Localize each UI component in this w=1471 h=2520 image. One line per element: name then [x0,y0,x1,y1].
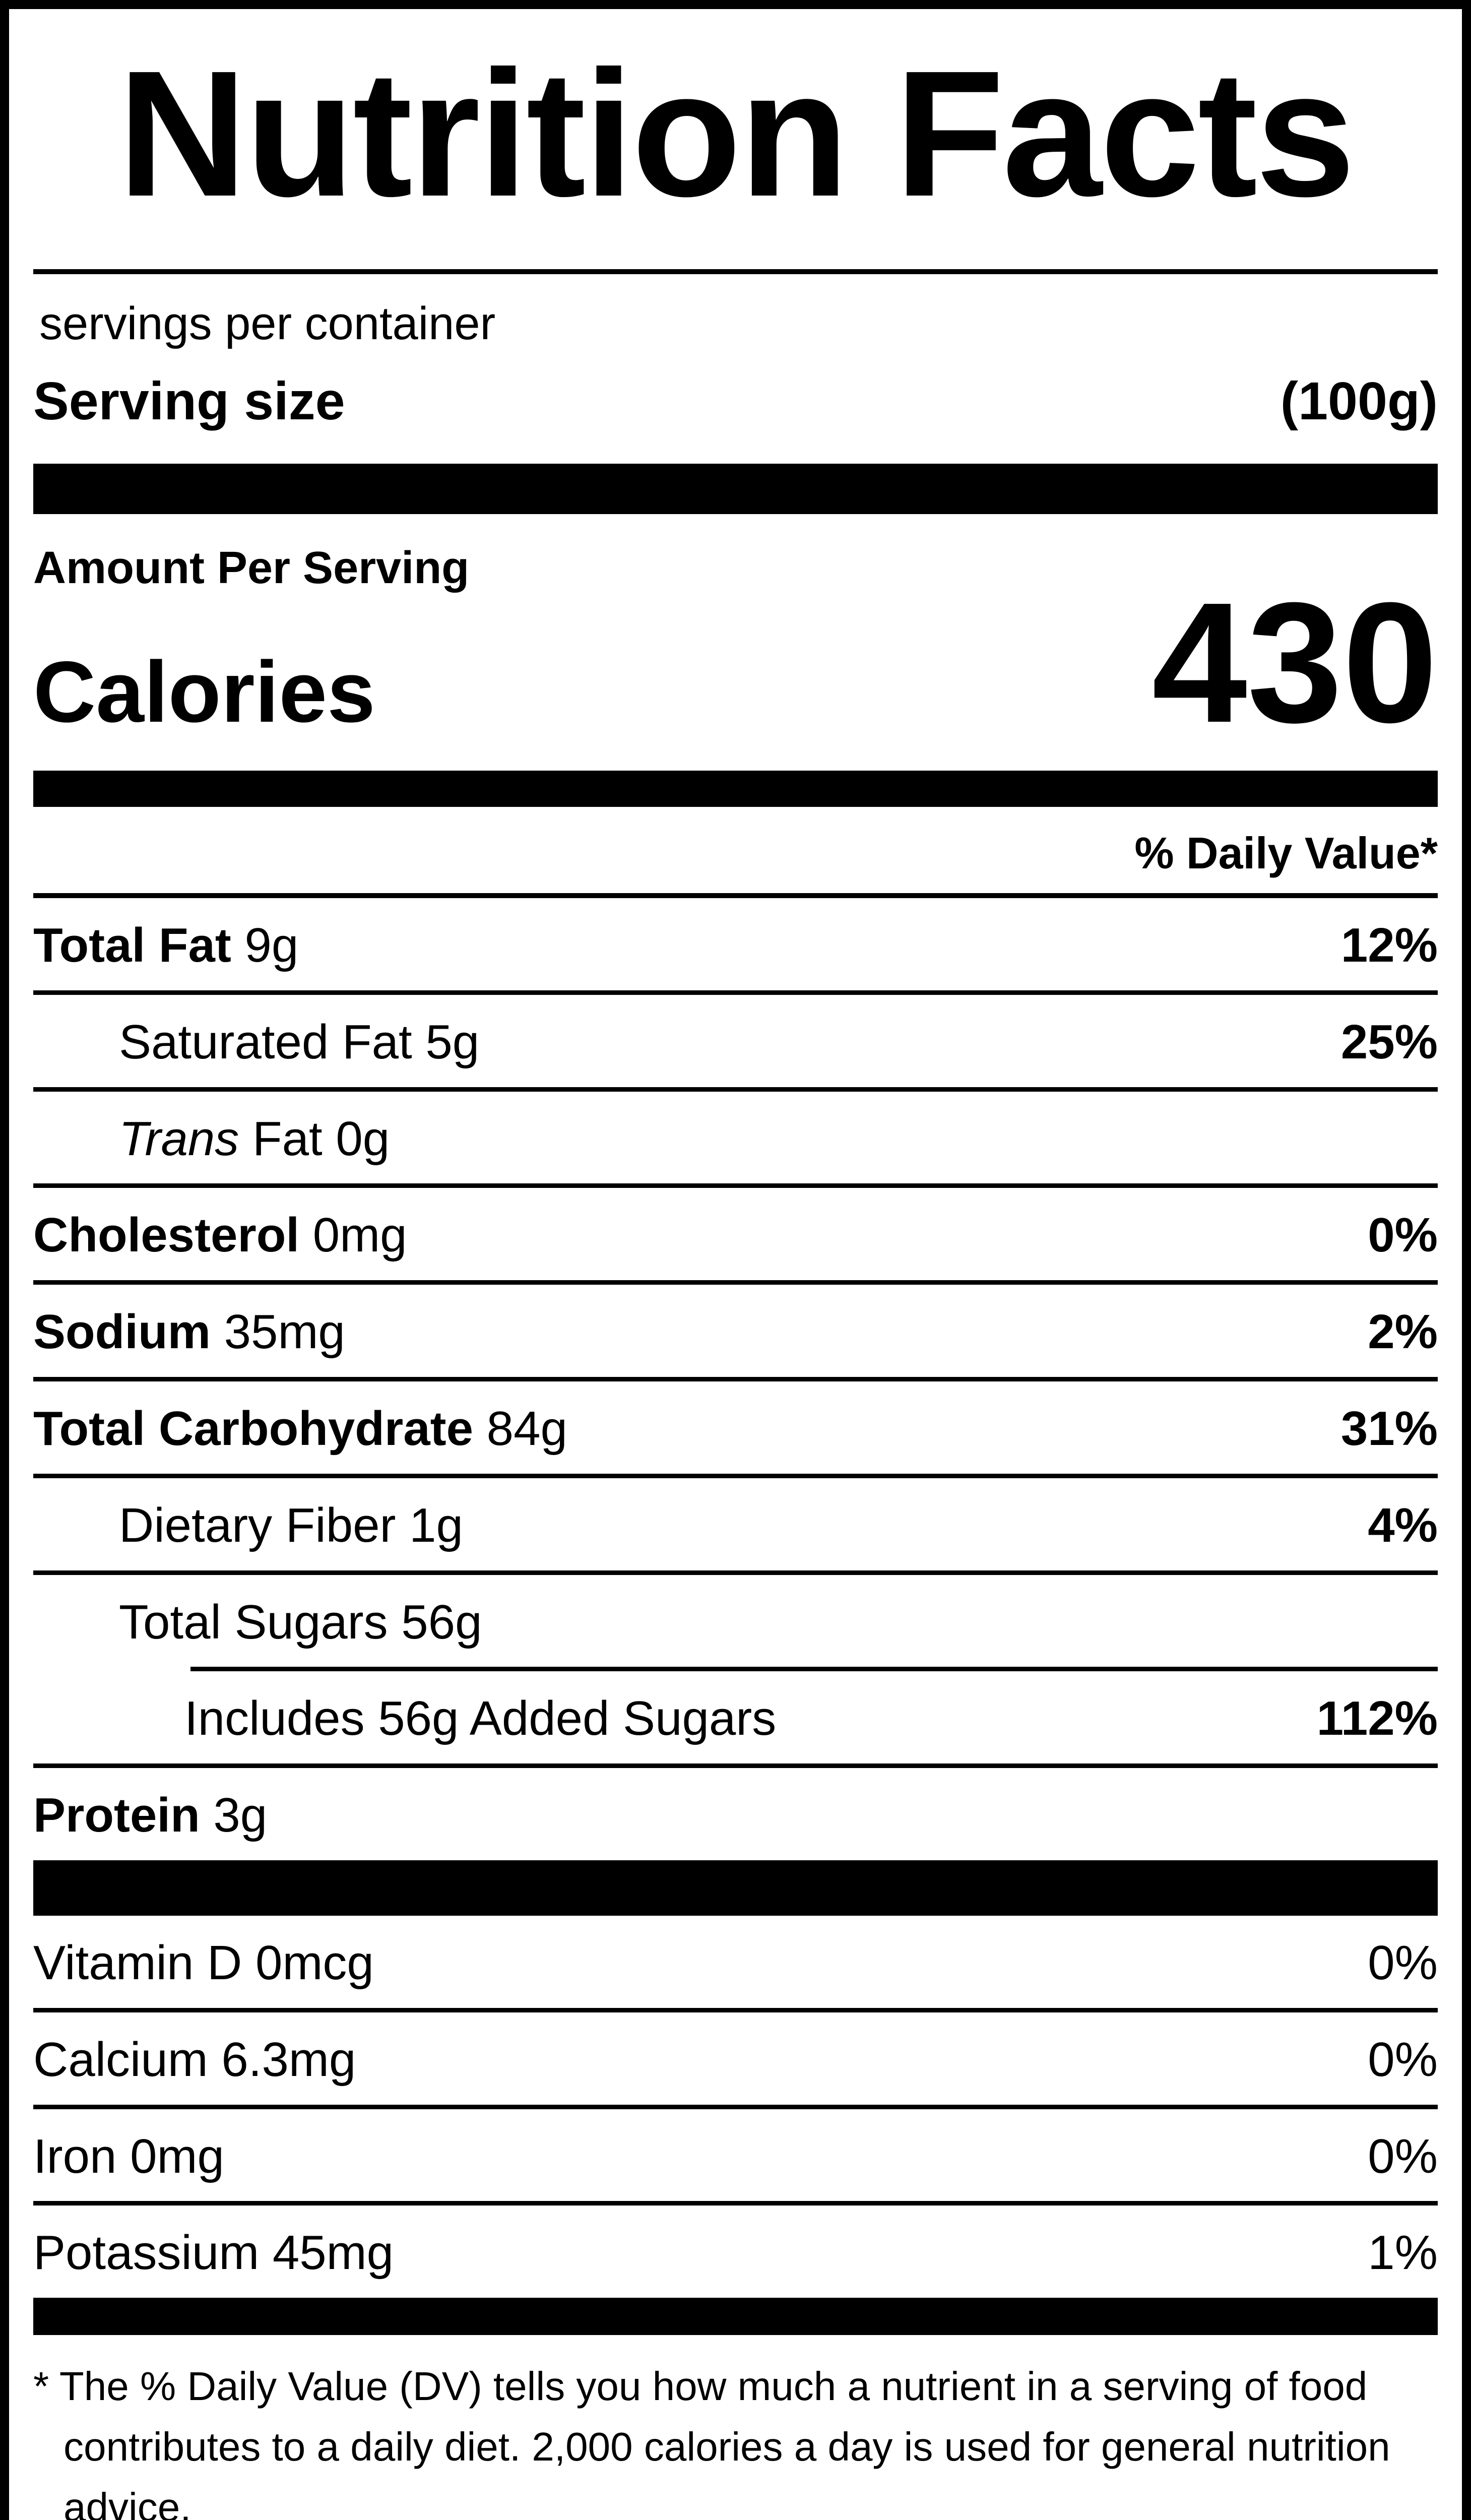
nutrient-label: Includes 56g Added Sugars [33,1693,776,1744]
nutrient-name: Total Fat [33,918,231,972]
nutrient-row-added-sugars: Includes 56g Added Sugars 112% [33,1671,1438,1769]
serving-size-value: (100g) [1280,371,1438,431]
nutrient-dv: 2% [1368,1305,1438,1359]
thick-divider-bar [33,1860,1438,1916]
nutrient-name: Cholesterol [33,1208,300,1263]
nutrient-dv: 1% [1368,2226,1438,2280]
nutrient-row-sodium: Sodium 35mg 2% [33,1285,1438,1381]
thick-divider-bar [33,463,1438,514]
nutrient-amount: 56g [401,1595,482,1649]
nutrient-row-iron: Iron 0mg 0% [33,2109,1438,2206]
servings-per-container: servings per container [39,298,496,349]
nutrient-row-total-sugars: Total Sugars 56g [33,1575,1438,1667]
nutrient-row-trans-fat: Trans Fat 0g [33,1092,1438,1188]
nutrient-name: Protein [33,1788,200,1843]
calories-value: 430 [1152,567,1438,759]
nutrient-row-total-fat: Total Fat 9g 12% [33,898,1438,995]
nutrient-label: Dietary Fiber 1g [33,1500,463,1551]
nutrient-label: Total Sugars 56g [33,1597,482,1648]
nutrient-amount: 6.3mg [221,2032,356,2087]
nutrient-row-dietary-fiber: Dietary Fiber 1g 4% [33,1478,1438,1575]
nutrient-amount: 0mcg [255,1935,374,1990]
nutrient-name: Sodium [33,1305,211,1359]
nutrient-amount: 3g [213,1788,268,1843]
nutrient-amount: 1g [409,1498,463,1552]
nutrient-amount: 5g [425,1015,480,1069]
nutrient-amount: Fat 0g [252,1111,390,1166]
nutrient-row-potassium: Potassium 45mg 1% [33,2206,1438,2298]
calories-row: Calories 430 [33,567,1438,759]
serving-size-label: Serving size [33,371,345,431]
nutrient-amount: 35mg [224,1305,345,1359]
nutrient-row-protein: Protein 3g [33,1768,1438,1860]
nutrient-name: Total Carbohydrate [33,1401,473,1456]
nutrient-name: Total Sugars [119,1595,388,1649]
nutrient-label: Total Carbohydrate 84g [33,1401,567,1456]
nutrient-label: Sodium 35mg [33,1305,345,1359]
divider-under-title [33,269,1438,274]
nutrient-dv: 25% [1340,1015,1438,1069]
nutrient-row-cholesterol: Cholesterol 0mg 0% [33,1188,1438,1285]
serving-size-row: Serving size (100g) [33,371,1438,432]
nutrient-amount: 45mg [272,2226,394,2280]
nutrient-dv: 31% [1340,1401,1438,1456]
medium-divider-bar [33,771,1438,807]
nutrient-name: Iron [33,2129,117,2183]
nutrient-name: Includes 56g Added Sugars [184,1691,777,1746]
calories-label: Calories [33,644,375,741]
nutrient-amount: 0mg [130,2129,224,2183]
nutrient-amount: 0mg [312,1208,407,1263]
nutrient-row-saturated-fat: Saturated Fat 5g 25% [33,995,1438,1092]
nutrient-amount: 84g [486,1401,567,1456]
nutrient-label: Trans Fat 0g [33,1111,390,1166]
label-title: Nutrition Facts [117,34,1356,234]
nutrient-label: Saturated Fat 5g [33,1017,479,1068]
nutrient-label: Total Fat 9g [33,920,298,971]
nutrient-label: Potassium 45mg [33,2226,394,2280]
nutrient-label: Calcium 6.3mg [33,2032,356,2087]
amount-per-serving-label: Amount Per Serving [33,542,470,593]
indented-divider [190,1667,1438,1672]
nutrient-row-vitamin-d: Vitamin D 0mcg 0% [33,1916,1438,2012]
nutrient-dv: 4% [1368,1498,1438,1552]
nutrient-label: Protein 3g [33,1790,267,1841]
nutrient-dv: 0% [1368,2129,1438,2183]
nutrient-dv: 12% [1340,918,1438,972]
daily-value-footnote: * The % Daily Value (DV) tells you how m… [33,2364,1390,2520]
nutrient-name: Trans [119,1111,239,1166]
nutrient-label: Iron 0mg [33,2131,224,2182]
nutrient-name: Dietary Fiber [119,1498,396,1552]
nutrient-name: Vitamin D [33,1935,242,1990]
nutrient-name: Potassium [33,2226,260,2280]
nutrient-dv: 0% [1368,2032,1438,2087]
nutrient-dv: 0% [1368,1935,1438,1990]
nutrient-amount: 9g [244,918,299,972]
nutrient-label: Vitamin D 0mcg [33,1935,374,1990]
nutrient-row-calcium: Calcium 6.3mg 0% [33,2012,1438,2109]
daily-value-header: % Daily Value* [33,807,1438,898]
nutrient-dv: 112% [1316,1691,1438,1746]
nutrient-name: Saturated Fat [119,1015,412,1069]
medium-divider-bar [33,2298,1438,2336]
nutrient-row-total-carbohydrate: Total Carbohydrate 84g 31% [33,1381,1438,1478]
nutrient-label: Cholesterol 0mg [33,1210,407,1261]
nutrient-dv: 0% [1368,1208,1438,1263]
nutrient-name: Calcium [33,2032,208,2087]
